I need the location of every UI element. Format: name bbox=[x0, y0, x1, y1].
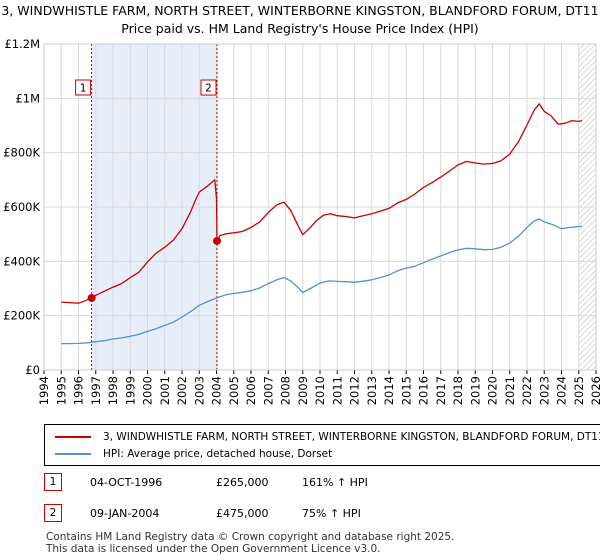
property-price-line bbox=[61, 103, 583, 304]
x-tick-label: 2011 bbox=[330, 376, 344, 405]
x-tick-label: 2001 bbox=[158, 376, 172, 405]
x-tick-label: 1995 bbox=[54, 376, 68, 405]
x-tick-label: 2023 bbox=[537, 376, 551, 405]
sale-label: 1 bbox=[80, 83, 87, 95]
y-tick-label: £200K bbox=[3, 309, 40, 323]
x-tick-label: 2026 bbox=[589, 376, 600, 405]
x-tick-label: 2018 bbox=[451, 376, 465, 405]
sale-point bbox=[87, 294, 96, 303]
x-tick-label: 2002 bbox=[175, 376, 189, 405]
x-tick-label: 2016 bbox=[417, 376, 431, 405]
x-tick-label: 2014 bbox=[382, 376, 396, 405]
x-tick-label: 2009 bbox=[296, 376, 310, 405]
chart-title: 3, WINDWHISTLE FARM, NORTH STREET, WINTE… bbox=[1, 3, 599, 18]
legend: 3, WINDWHISTLE FARM, NORTH STREET, WINTE… bbox=[44, 424, 600, 466]
legend-swatch-property bbox=[55, 436, 91, 438]
y-tick-label: £1.2M bbox=[4, 37, 40, 51]
transaction-badge: 1 bbox=[44, 473, 62, 491]
x-tick-label: 2003 bbox=[192, 376, 206, 405]
footer-copyright: Contains HM Land Registry data © Crown c… bbox=[46, 531, 455, 543]
x-tick-label: 2006 bbox=[244, 376, 258, 405]
x-tick-label: 1999 bbox=[123, 376, 137, 405]
x-tick-label: 1994 bbox=[37, 376, 51, 405]
y-tick-label: £400K bbox=[3, 254, 40, 268]
x-tick-label: 1996 bbox=[72, 376, 86, 405]
x-tick-label: 2020 bbox=[486, 376, 500, 405]
x-tick-label: 2000 bbox=[141, 376, 155, 405]
transaction-hpi: 161% ↑ HPI bbox=[302, 476, 368, 489]
sale-label-box bbox=[75, 79, 92, 96]
x-tick-label: 2005 bbox=[227, 376, 241, 405]
sale-label-box bbox=[200, 79, 217, 96]
legend-label-hpi: HPI: Average price, detached house, Dors… bbox=[103, 448, 333, 460]
hpi-line bbox=[61, 218, 583, 345]
x-tick-label: 2010 bbox=[313, 376, 327, 405]
x-tick-label: 2025 bbox=[572, 376, 586, 405]
y-tick-label: £600K bbox=[3, 200, 40, 214]
x-tick-label: 2021 bbox=[503, 376, 517, 405]
legend-item-property: 3, WINDWHISTLE FARM, NORTH STREET, WINTE… bbox=[55, 429, 600, 445]
x-tick-label: 2019 bbox=[468, 376, 482, 405]
transaction-badge: 2 bbox=[44, 504, 62, 522]
x-tick-label: 2015 bbox=[399, 376, 413, 405]
x-tick-label: 2008 bbox=[279, 376, 293, 405]
transaction-hpi: 75% ↑ HPI bbox=[302, 507, 361, 520]
y-tick-label: £1M bbox=[15, 91, 40, 105]
x-tick-label: 2013 bbox=[365, 376, 379, 405]
x-tick-label: 2024 bbox=[555, 376, 569, 405]
transaction-price: £475,000 bbox=[216, 507, 269, 520]
transaction-price: £265,000 bbox=[216, 476, 269, 489]
x-tick-label: 1997 bbox=[89, 376, 103, 405]
legend-item-hpi: HPI: Average price, detached house, Dors… bbox=[55, 446, 332, 462]
legend-swatch-hpi bbox=[55, 453, 91, 455]
transaction-date: 09-JAN-2004 bbox=[90, 507, 160, 520]
sale-label: 2 bbox=[205, 83, 212, 95]
legend-label-property: 3, WINDWHISTLE FARM, NORTH STREET, WINTE… bbox=[103, 431, 600, 443]
x-tick-label: 2004 bbox=[210, 376, 224, 405]
x-tick-label: 2007 bbox=[261, 376, 275, 405]
x-tick-label: 1998 bbox=[106, 376, 120, 405]
transaction-date: 04-OCT-1996 bbox=[90, 476, 163, 489]
chart-subtitle: Price paid vs. HM Land Registry's House … bbox=[121, 21, 479, 36]
x-tick-label: 2017 bbox=[434, 376, 448, 405]
x-tick-label: 2012 bbox=[348, 376, 362, 405]
y-tick-label: £0 bbox=[25, 363, 40, 377]
footer-licence: This data is licensed under the Open Gov… bbox=[46, 543, 381, 555]
x-tick-label: 2022 bbox=[520, 376, 534, 405]
plot-frame bbox=[43, 43, 597, 371]
y-tick-label: £800K bbox=[3, 146, 40, 160]
sale-point bbox=[213, 236, 222, 245]
